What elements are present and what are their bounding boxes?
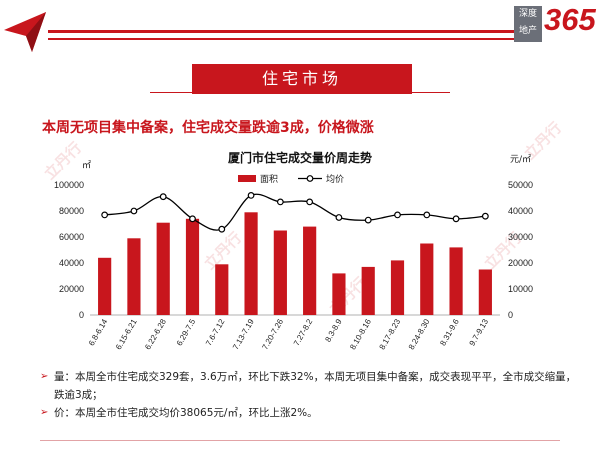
brand-logo: 深度 地产 365 [514,2,596,42]
x-tick-label: 8.17-8.23 [378,317,403,351]
bar-area [98,257,112,315]
left-tick-label: 0 [79,310,84,320]
x-tick-label: 9.7-9.13 [468,317,491,347]
right-tick-label: 0 [508,310,513,320]
bar-area [332,273,346,315]
brand-logo-text: 深度 地产 [514,6,542,42]
line-point [481,212,489,220]
x-tick-label: 6.22-6.28 [143,317,168,351]
left-tick-label: 80000 [59,206,84,216]
x-tick-label: 6.8-6.14 [87,317,110,347]
brand-logo-text-1: 深度 [518,9,537,19]
left-tick-label: 100000 [54,180,84,190]
legend-label-line: 均价 [326,173,344,185]
header-stripe-thin [48,38,518,40]
bullet-price: ➢ 价：本周全市住宅成交均价38065元/㎡，环比上涨2%。 [40,404,580,422]
line-point [101,211,109,219]
line-point [394,211,401,219]
bar-area [478,269,492,315]
x-tick-label: 7.27-8.2 [292,317,315,347]
x-tick-label: 6.29-7.5 [175,317,198,347]
x-tick-label: 8.10-8.16 [348,317,373,351]
right-tick-label: 40000 [508,206,533,216]
bar-area [244,212,258,315]
x-tick-label: 8.3-8.9 [323,317,344,344]
summary-bullets: ➢ 量：本周全市住宅成交329套，3.6万㎡，环比下跌32%，本周无项目集中备案… [40,368,580,422]
line-point [306,198,314,206]
line-point [452,215,460,223]
line-point [247,192,255,199]
x-tick-label: 7.6-7.12 [204,317,227,347]
left-tick-label: 60000 [59,232,84,242]
bar-area [420,243,434,315]
bar-area [215,264,229,315]
bar-area [361,266,375,315]
headline: 本周无项目集中备案，住宅成交量跌逾3成，价格微涨 [42,120,374,136]
line-point [364,216,372,224]
x-tick-label: 6.15-6.21 [114,317,139,351]
line-point [335,214,343,221]
bullet-arrow-icon: ➢ [40,371,49,382]
bar-area [156,222,170,315]
right-tick-label: 10000 [508,284,533,294]
banner-underline [150,92,450,93]
header-stripe [48,30,518,33]
right-axis-unit: 元/㎡ [510,154,531,165]
right-tick-label: 20000 [508,258,533,268]
chart-title: 厦门市住宅成交量价周走势 [228,150,372,165]
line-point [218,225,226,233]
brand-logo-number: 365 [544,2,596,37]
bar-area [303,226,317,315]
brand-logo-text-2: 地产 [518,26,537,36]
bar-area [127,238,141,315]
legend-label-bar: 面积 [260,173,278,185]
bullet-volume: ➢ 量：本周全市住宅成交329套，3.6万㎡，环比下跌32%，本周无项目集中备案… [40,368,580,404]
legend-marker [306,175,314,182]
x-tick-label: 8.24-8.30 [407,317,432,351]
bullet-text: 量：本周全市住宅成交329套，3.6万㎡，环比下跌32%，本周无项目集中备案，成… [54,371,577,401]
legend-swatch-bar [238,175,256,182]
bullet-arrow-icon: ➢ [40,407,49,418]
x-tick-label: 8.31-9.6 [438,317,461,347]
x-tick-label: 7.20-7.26 [260,317,285,351]
line-point [189,215,196,223]
arrow-logo-icon [4,12,46,52]
bullet-text: 价：本周全市住宅成交均价38065元/㎡，环比上涨2%。 [54,407,318,419]
line-point [423,211,431,219]
right-tick-label: 30000 [508,232,533,242]
left-tick-label: 20000 [59,284,84,294]
right-tick-label: 50000 [508,180,533,190]
left-tick-label: 40000 [59,258,84,268]
bar-area [185,218,200,315]
x-tick-label: 7.13-7.19 [231,317,256,351]
bar-area [449,247,463,315]
footer-line [40,440,560,441]
line-point [159,193,167,201]
line-point [130,207,138,215]
left-axis-unit: ㎡ [82,160,91,171]
bar-area [273,230,287,315]
section-banner: 住宅市场 [192,64,412,94]
line-point [276,198,284,206]
bar-area [390,260,405,315]
